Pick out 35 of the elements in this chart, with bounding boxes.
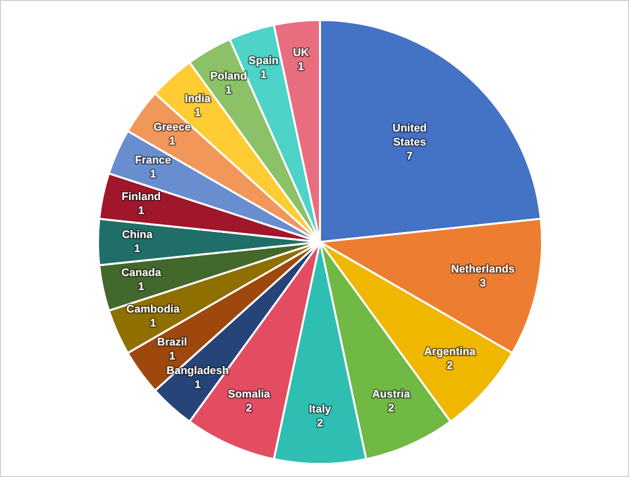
data-label: 1 (150, 168, 156, 181)
slice-label: Poland (210, 70, 247, 83)
slice-label: UK (292, 47, 309, 60)
data-label: 2 (246, 402, 252, 415)
slice-label: Brazil (157, 336, 188, 348)
slice-label: Austria (372, 388, 411, 401)
data-label: 1 (138, 205, 144, 217)
data-label: 1 (150, 317, 156, 330)
data-label: 1 (194, 107, 201, 120)
data-label: 2 (446, 360, 453, 372)
data-label: 1 (194, 378, 201, 391)
slice-label: Greece (153, 122, 191, 134)
slice-label: Netherlands (451, 264, 515, 276)
data-label: 2 (388, 402, 394, 415)
slice-label: Canada (121, 267, 162, 279)
data-label: 2 (316, 418, 324, 430)
data-label: 1 (226, 84, 232, 97)
slice-label: Spain (248, 55, 279, 68)
data-label: 1 (138, 281, 144, 293)
data-label: 1 (169, 350, 176, 362)
data-label: 1 (260, 69, 267, 82)
data-label: 3 (480, 278, 486, 290)
slice-label: Cambodia (126, 303, 180, 316)
slice-label: Somalia (228, 388, 271, 401)
data-label: 7 (406, 150, 413, 162)
slice-label: United States (392, 122, 427, 148)
data-label: 1 (298, 61, 304, 74)
slice-label: Finland (122, 191, 161, 203)
data-label: 1 (134, 243, 140, 255)
slice-label: Argentina (424, 346, 476, 358)
data-label: 1 (169, 136, 176, 148)
slice-label: India (184, 93, 212, 106)
slice-label: China (122, 229, 154, 241)
slice-label: Italy (308, 404, 332, 416)
slice-label: France (134, 154, 172, 167)
